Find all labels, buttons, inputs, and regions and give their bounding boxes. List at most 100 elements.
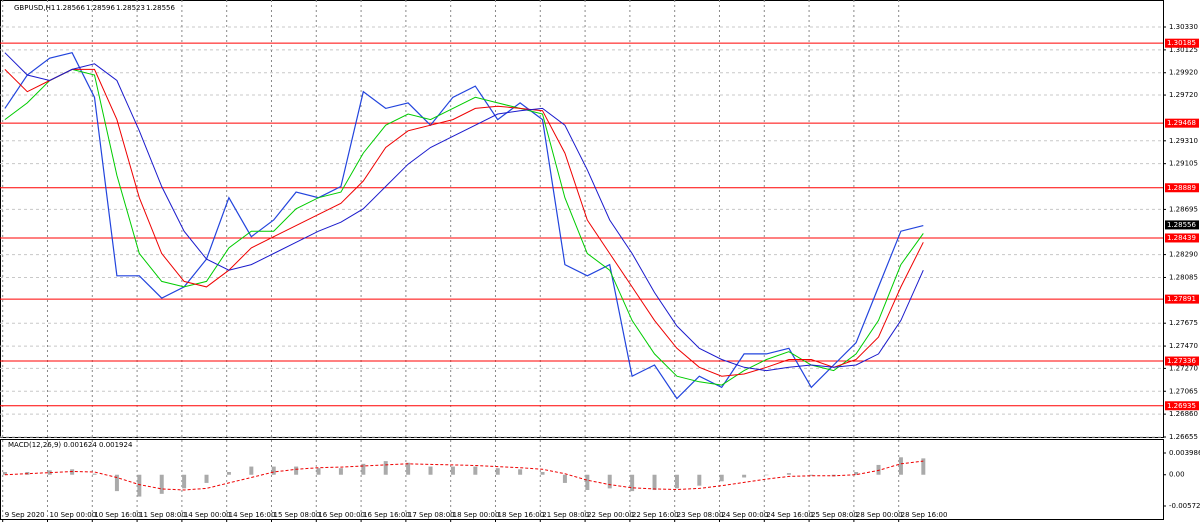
- price-line: [4, 52, 924, 400]
- macd-bar: [70, 469, 75, 475]
- macd-bar: [406, 462, 411, 475]
- x-tick-label: 17 Sep 08:00: [408, 511, 455, 519]
- x-tick-label: 16 Sep 00:00: [318, 511, 365, 519]
- ohlc-value: 1.28523: [116, 4, 145, 12]
- x-tick-label: 28 Sep 00:00: [856, 511, 903, 519]
- x-tick-label: 28 Sep 16:00: [901, 511, 948, 519]
- y-tick-label: 1.29720: [1169, 91, 1198, 99]
- y-tick-label: 0.00: [1169, 471, 1185, 479]
- macd-bar: [876, 464, 881, 475]
- macd-title: MACD(12,26,9) 0.001624 0.001924: [8, 441, 133, 449]
- x-tick-label: 21 Sep 08:00: [542, 511, 589, 519]
- macd-bar: [921, 458, 926, 475]
- ohlc-value: 1.28566: [56, 4, 85, 12]
- macd-bar: [697, 474, 702, 486]
- level-tag: [1165, 118, 1199, 128]
- macd-bar: [518, 469, 523, 475]
- level-label: 1.30185: [1167, 39, 1196, 47]
- macd-bar: [204, 474, 209, 483]
- macd-bar: [742, 474, 747, 478]
- macd-bar: [854, 472, 859, 475]
- x-tick-label: 18 Sep 00:00: [453, 511, 500, 519]
- macd-bar: [786, 473, 791, 475]
- y-tick-label: 1.26655: [1169, 433, 1198, 441]
- macd-bar: [249, 466, 254, 475]
- level-label: 1.27336: [1167, 357, 1196, 365]
- x-tick-label: 23 Sep 08:00: [677, 511, 724, 519]
- chart-title: GBPUSD,H1: [14, 4, 55, 12]
- x-tick-label: 24 Sep 00:00: [721, 511, 768, 519]
- macd-bar: [630, 474, 635, 492]
- current-price-tag: [1165, 220, 1199, 230]
- y-tick-label: 1.27675: [1169, 319, 1198, 327]
- y-tick-label: 0.003986: [1169, 449, 1200, 457]
- y-tick-label: 1.29310: [1169, 137, 1198, 145]
- x-tick-label: 14 Sep 00:00: [184, 511, 231, 519]
- macd-bar: [428, 466, 433, 475]
- x-tick-label: 18 Sep 16:00: [497, 511, 544, 519]
- macd-bar: [450, 466, 455, 475]
- x-tick-label: 25 Sep 08:00: [811, 511, 858, 519]
- macd-bar: [674, 474, 679, 489]
- y-tick-label: -0.005729: [1169, 502, 1200, 510]
- macd-bar: [898, 457, 903, 475]
- macd-bar: [271, 466, 276, 475]
- x-tick-label: 24 Sep 16:00: [766, 511, 813, 519]
- y-tick-label: 1.28290: [1169, 251, 1198, 259]
- macd-bar: [159, 474, 164, 494]
- moving-average: [4, 68, 924, 386]
- level-tag: [1165, 183, 1199, 193]
- x-tick-label: 10 Sep 00:00: [49, 511, 96, 519]
- macd-signal: [4, 460, 924, 491]
- level-tag: [1165, 401, 1199, 411]
- y-tick-label: 1.29920: [1169, 69, 1198, 77]
- x-tick-label: 15 Sep 08:00: [273, 511, 320, 519]
- macd-bar: [607, 474, 612, 489]
- y-tick-label: 1.27470: [1169, 342, 1198, 350]
- macd-bar: [495, 468, 500, 475]
- macd-bar: [137, 474, 142, 497]
- moving-average: [4, 68, 924, 377]
- y-tick-label: 1.26860: [1169, 410, 1198, 418]
- macd-bar: [226, 472, 231, 475]
- x-tick-label: 9 Sep 2020: [5, 511, 45, 519]
- current-price-label: 1.28556: [1167, 221, 1196, 229]
- macd-bar: [562, 474, 567, 483]
- x-tick-label: 14 Sep 16:00: [229, 511, 276, 519]
- x-tick-label: 16 Sep 16:00: [363, 511, 410, 519]
- macd-bar: [294, 466, 299, 475]
- macd-bar: [473, 466, 478, 475]
- macd-bar: [114, 474, 119, 492]
- y-tick-label: 1.30330: [1169, 23, 1198, 31]
- macd-bar: [182, 474, 187, 489]
- y-tick-label: 1.27065: [1169, 387, 1198, 395]
- macd-bar: [92, 473, 97, 475]
- y-tick-label: 1.28085: [1169, 273, 1198, 281]
- level-tag: [1165, 233, 1199, 243]
- x-tick-label: 22 Sep 00:00: [587, 511, 634, 519]
- ohlc-value: 1.28596: [86, 4, 115, 12]
- macd-bar: [2, 472, 7, 475]
- macd-bar: [47, 470, 52, 475]
- level-label: 1.28889: [1167, 184, 1196, 192]
- x-tick-label: 10 Sep 16:00: [94, 511, 141, 519]
- x-tick-label: 22 Sep 16:00: [632, 511, 679, 519]
- y-tick-label: 1.29105: [1169, 160, 1198, 168]
- macd-bar: [719, 474, 724, 482]
- macd-bar: [338, 468, 343, 475]
- macd-bar: [809, 474, 814, 476]
- macd-bar: [585, 474, 590, 491]
- macd-bar: [316, 468, 321, 475]
- level-label: 1.29468: [1167, 119, 1196, 127]
- x-tick-label: 11 Sep 08:00: [139, 511, 186, 519]
- level-tag: [1165, 294, 1199, 304]
- level-label: 1.27891: [1167, 295, 1196, 303]
- y-tick-label: 1.28695: [1169, 205, 1198, 213]
- macd-frame: [0, 439, 1164, 520]
- moving-average: [4, 52, 924, 372]
- y-tick-label: 1.30125: [1169, 46, 1198, 54]
- macd-bar: [652, 474, 657, 491]
- ohlc-value: 1.28556: [146, 4, 175, 12]
